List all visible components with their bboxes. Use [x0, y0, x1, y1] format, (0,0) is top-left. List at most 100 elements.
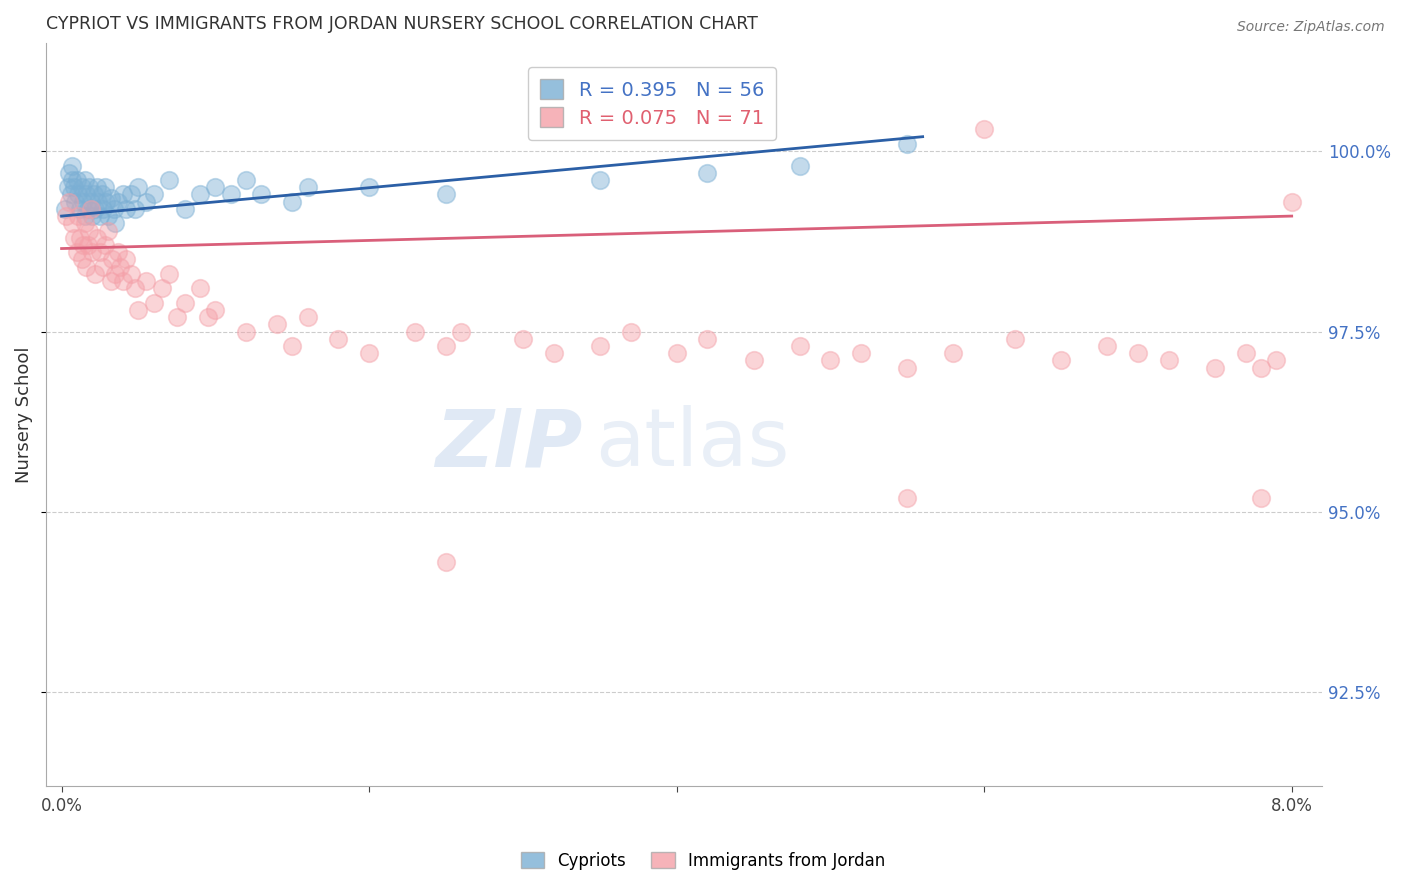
Point: [512, 332, 534, 346]
Point: [80, 194, 103, 209]
Point: [72, 194, 94, 209]
Point: [67, 187, 90, 202]
Text: CYPRIOT VS IMMIGRANTS FROM JORDAN NURSERY SCHOOL CORRELATION CHART: CYPRIOT VS IMMIGRANTS FROM JORDAN NURSER…: [46, 15, 758, 33]
Point: [266, 318, 288, 332]
Point: [84, 202, 107, 216]
Point: [120, 187, 142, 202]
Point: [297, 180, 319, 194]
Point: [76, 238, 98, 252]
Y-axis label: Nursery School: Nursery School: [15, 346, 32, 483]
Point: [896, 360, 918, 375]
Point: [235, 173, 257, 187]
Point: [100, 274, 122, 288]
Point: [1004, 332, 1026, 346]
Point: [297, 310, 319, 324]
Point: [281, 339, 304, 353]
Point: [173, 295, 195, 310]
Point: [450, 325, 472, 339]
Point: [281, 194, 304, 209]
Point: [66, 245, 89, 260]
Point: [115, 252, 138, 267]
Point: [112, 187, 135, 202]
Point: [104, 267, 127, 281]
Point: [73, 173, 96, 187]
Point: [70, 252, 93, 267]
Point: [150, 281, 173, 295]
Point: [250, 187, 273, 202]
Point: [86, 180, 108, 194]
Point: [1250, 360, 1272, 375]
Point: [197, 310, 219, 324]
Point: [63, 231, 86, 245]
Point: [60, 216, 83, 230]
Point: [188, 281, 211, 295]
Point: [59, 187, 82, 202]
Point: [204, 302, 226, 317]
Point: [589, 173, 612, 187]
Point: [93, 238, 115, 252]
Point: [107, 245, 129, 260]
Point: [80, 202, 103, 216]
Point: [115, 202, 138, 216]
Point: [219, 187, 242, 202]
Point: [77, 180, 100, 194]
Point: [73, 209, 96, 223]
Point: [742, 353, 765, 368]
Point: [166, 310, 188, 324]
Point: [142, 187, 165, 202]
Point: [63, 180, 86, 194]
Point: [619, 325, 641, 339]
Point: [820, 353, 842, 368]
Point: [942, 346, 965, 360]
Point: [157, 267, 180, 281]
Point: [91, 260, 114, 274]
Point: [127, 302, 149, 317]
Point: [96, 194, 118, 209]
Point: [75, 187, 97, 202]
Point: [359, 346, 381, 360]
Point: [67, 209, 90, 223]
Point: [58, 166, 80, 180]
Point: [101, 252, 124, 267]
Point: [696, 166, 718, 180]
Legend: Cypriots, Immigrants from Jordan: Cypriots, Immigrants from Jordan: [515, 846, 891, 877]
Point: [108, 260, 131, 274]
Point: [434, 187, 457, 202]
Point: [89, 209, 111, 223]
Point: [97, 209, 120, 223]
Point: [120, 267, 142, 281]
Point: [359, 180, 381, 194]
Point: [90, 187, 112, 202]
Point: [188, 187, 211, 202]
Point: [104, 216, 127, 230]
Point: [55, 209, 77, 223]
Point: [173, 202, 195, 216]
Point: [1281, 194, 1303, 209]
Point: [89, 245, 111, 260]
Point: [69, 231, 91, 245]
Text: atlas: atlas: [595, 405, 789, 483]
Point: [973, 122, 995, 136]
Point: [142, 295, 165, 310]
Point: [56, 180, 79, 194]
Point: [157, 173, 180, 187]
Point: [543, 346, 565, 360]
Point: [1095, 339, 1118, 353]
Point: [97, 223, 120, 237]
Point: [789, 159, 811, 173]
Point: [204, 180, 226, 194]
Point: [72, 238, 94, 252]
Point: [1250, 491, 1272, 505]
Point: [103, 202, 125, 216]
Point: [83, 187, 105, 202]
Point: [107, 194, 129, 209]
Point: [60, 159, 83, 173]
Point: [86, 231, 108, 245]
Point: [66, 173, 89, 187]
Point: [1050, 353, 1073, 368]
Point: [328, 332, 350, 346]
Point: [589, 339, 612, 353]
Point: [1265, 353, 1288, 368]
Text: ZIP: ZIP: [434, 405, 582, 483]
Point: [696, 332, 718, 346]
